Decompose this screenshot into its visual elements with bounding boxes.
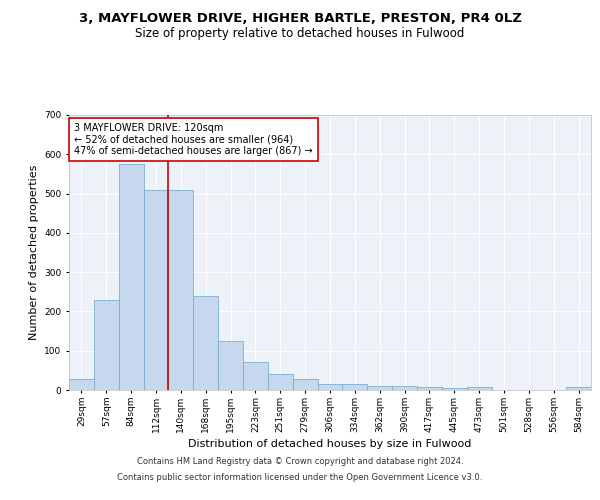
Bar — [317, 384, 343, 390]
Text: Contains public sector information licensed under the Open Government Licence v3: Contains public sector information licen… — [118, 472, 482, 482]
Bar — [119, 164, 143, 390]
Bar — [417, 387, 442, 390]
X-axis label: Distribution of detached houses by size in Fulwood: Distribution of detached houses by size … — [188, 439, 472, 449]
Bar — [566, 387, 591, 390]
Bar — [169, 190, 193, 390]
Bar — [367, 386, 392, 390]
Text: Size of property relative to detached houses in Fulwood: Size of property relative to detached ho… — [136, 28, 464, 40]
Text: 3 MAYFLOWER DRIVE: 120sqm
← 52% of detached houses are smaller (964)
47% of semi: 3 MAYFLOWER DRIVE: 120sqm ← 52% of detac… — [74, 123, 313, 156]
Bar — [94, 300, 119, 390]
Bar — [193, 296, 218, 390]
Bar — [392, 386, 417, 390]
Bar — [143, 190, 169, 390]
Bar — [69, 380, 94, 390]
Text: Contains HM Land Registry data © Crown copyright and database right 2024.: Contains HM Land Registry data © Crown c… — [137, 458, 463, 466]
Y-axis label: Number of detached properties: Number of detached properties — [29, 165, 38, 340]
Bar — [293, 380, 317, 390]
Bar — [467, 387, 491, 390]
Text: 3, MAYFLOWER DRIVE, HIGHER BARTLE, PRESTON, PR4 0LZ: 3, MAYFLOWER DRIVE, HIGHER BARTLE, PREST… — [79, 12, 521, 26]
Bar — [218, 341, 243, 390]
Bar — [343, 384, 367, 390]
Bar — [268, 374, 293, 390]
Bar — [442, 388, 467, 390]
Bar — [243, 362, 268, 390]
